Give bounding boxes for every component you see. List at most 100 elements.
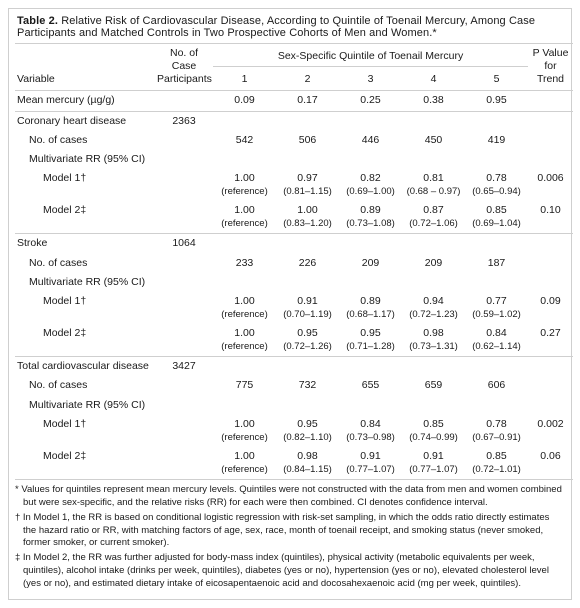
cell: 446	[339, 131, 402, 150]
cell: 1.00(reference)	[213, 415, 276, 447]
cell: Model 1	[15, 169, 155, 201]
cell	[155, 273, 213, 292]
cell: 0.78(0.65–0.94)	[465, 169, 528, 201]
cell: 506	[276, 131, 339, 150]
cell: Total cardiovascular disease	[15, 357, 155, 377]
row-mean-mercury: Mean mercury (µg/g) 0.09 0.17 0.25 0.38 …	[15, 91, 573, 111]
cell: 1.00(reference)	[213, 447, 276, 480]
cell: 0.95(0.72–1.26)	[276, 324, 339, 357]
cell: 0.84(0.73–0.98)	[339, 415, 402, 447]
cell	[155, 415, 213, 447]
cell: No. of cases	[15, 254, 155, 273]
header-row-1: Variable No. of Case Participants Sex-Sp…	[15, 44, 573, 67]
cell: 0.06	[528, 447, 573, 480]
q2: 2	[276, 66, 339, 91]
cell: Stroke	[15, 234, 155, 254]
cell: 0.91(0.77–1.07)	[339, 447, 402, 480]
cell: 0.91(0.70–1.19)	[276, 292, 339, 324]
cell	[155, 254, 213, 273]
cell: 0.81(0.68 – 0.97)	[402, 169, 465, 201]
table-row: Multivariate RR (95% CI)	[15, 396, 573, 415]
cell: Multivariate RR (95% CI)	[15, 396, 155, 415]
cell	[213, 396, 276, 415]
table-row: Model 2 1.00(reference)1.00(0.83–1.20) 0.8…	[15, 201, 573, 234]
cell	[528, 131, 573, 150]
table-caption: Relative Risk of Cardiovascular Disease,…	[17, 15, 535, 39]
cell	[213, 111, 276, 131]
cell: 0.84(0.62–1.14)	[465, 324, 528, 357]
cell: 0.98(0.84–1.15)	[276, 447, 339, 480]
cell	[155, 292, 213, 324]
cell: 2363	[155, 111, 213, 131]
table-title: Table 2. Relative Risk of Cardiovascular…	[15, 13, 565, 43]
cell: 655	[339, 376, 402, 395]
cell: 0.95(0.82–1.10)	[276, 415, 339, 447]
cell: Multivariate RR (95% CI)	[15, 150, 155, 169]
cell	[155, 324, 213, 357]
table-body: Mean mercury (µg/g) 0.09 0.17 0.25 0.38 …	[15, 91, 573, 480]
table-row: Model 1 1.00(reference)0.97(0.81–1.15) 0.8…	[15, 169, 573, 201]
q5: 5	[465, 66, 528, 91]
data-table: Variable No. of Case Participants Sex-Sp…	[15, 43, 573, 480]
cell: 0.89(0.68–1.17)	[339, 292, 402, 324]
cell: 0.17	[276, 91, 339, 111]
cell	[276, 111, 339, 131]
cell	[276, 396, 339, 415]
cell	[339, 273, 402, 292]
cell: Model 2	[15, 201, 155, 234]
q4: 4	[402, 66, 465, 91]
cell	[276, 234, 339, 254]
cell: 0.95(0.71–1.28)	[339, 324, 402, 357]
cell: 0.97(0.81–1.15)	[276, 169, 339, 201]
table-number: Table 2.	[17, 15, 58, 27]
cell	[155, 376, 213, 395]
cell: 0.85(0.69–1.04)	[465, 201, 528, 234]
cell	[465, 150, 528, 169]
cell: 1.00(reference)	[213, 169, 276, 201]
cell: 1.00(0.83–1.20)	[276, 201, 339, 234]
table-row: Model 11.00(reference)0.91(0.70–1.19)0.8…	[15, 292, 573, 324]
cell: 419	[465, 131, 528, 150]
cell: 1.00(reference)	[213, 324, 276, 357]
cell: 187	[465, 254, 528, 273]
table-container: Table 2. Relative Risk of Cardiovascular…	[8, 8, 572, 600]
cell: 3427	[155, 357, 213, 377]
cell: 1.00(reference)	[213, 292, 276, 324]
cell	[402, 357, 465, 377]
cell: Model 2	[15, 324, 155, 357]
table-row: No. of cases775732655659606	[15, 376, 573, 395]
cell: 209	[339, 254, 402, 273]
cell: 0.09	[213, 91, 276, 111]
cell	[402, 396, 465, 415]
cell: 0.002	[528, 415, 573, 447]
cell: 0.85(0.74–0.99)	[402, 415, 465, 447]
cell: 233	[213, 254, 276, 273]
cell	[402, 273, 465, 292]
col-variable: Variable	[15, 44, 155, 91]
cell	[528, 150, 573, 169]
cell: 0.98(0.73–1.31)	[402, 324, 465, 357]
cell: 209	[402, 254, 465, 273]
cell	[528, 254, 573, 273]
cell	[528, 357, 573, 377]
table-row: Multivariate RR (95% CI)	[15, 273, 573, 292]
cell	[339, 234, 402, 254]
cell: 0.09	[528, 292, 573, 324]
cell	[276, 357, 339, 377]
cell	[155, 396, 213, 415]
cell	[528, 396, 573, 415]
cell: 226	[276, 254, 339, 273]
cell: 0.77(0.59–1.02)	[465, 292, 528, 324]
table-row: Coronary heart disease2363	[15, 111, 573, 131]
cell: No. of cases	[15, 131, 155, 150]
cell: 1.00(reference)	[213, 201, 276, 234]
col-quintile-span: Sex-Specific Quintile of Toenail Mercury	[213, 44, 528, 67]
q3: 3	[339, 66, 402, 91]
cell: 0.38	[402, 91, 465, 111]
cell: 450	[402, 131, 465, 150]
cell	[402, 150, 465, 169]
cell: 0.10	[528, 201, 573, 234]
cell: 0.95	[465, 91, 528, 111]
table-row: Model 21.00(reference)0.95(0.72–1.26)0.9…	[15, 324, 573, 357]
q1: 1	[213, 66, 276, 91]
